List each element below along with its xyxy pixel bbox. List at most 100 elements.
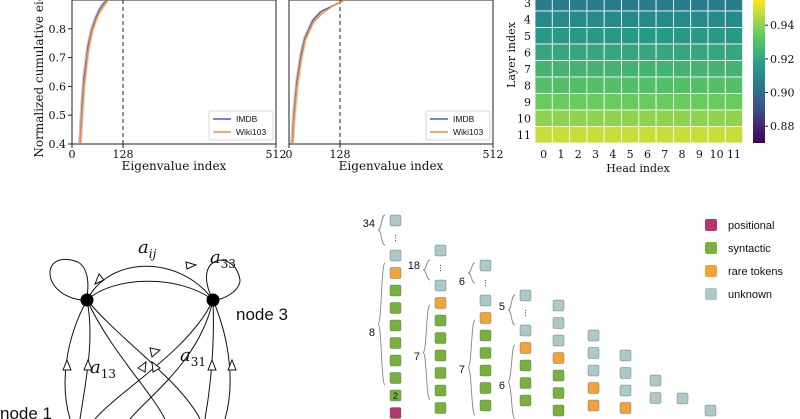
- heatmap-cell: [586, 0, 605, 12]
- heatmap-cell: [586, 10, 605, 28]
- token-square-col-5: [587, 347, 600, 359]
- heatmap-ytick: 6: [524, 46, 531, 59]
- y-tick-label: 0.8: [49, 23, 67, 36]
- heatmap-cell: [534, 60, 553, 78]
- edge-label-a31: a31: [180, 345, 206, 369]
- heatmap-cell: [707, 43, 726, 61]
- heatmap-cell: [707, 10, 726, 28]
- token-square-col-2: [479, 259, 492, 272]
- token-square-col-6: [619, 367, 632, 379]
- chart-1-legend: IMDB Wiki103: [208, 110, 274, 141]
- heatmap-cell: [638, 43, 657, 61]
- heatmap-cell: [690, 43, 709, 61]
- heatmap-cell: [569, 109, 588, 127]
- token-square-col-5: [587, 382, 600, 394]
- heatmap-cell: [707, 109, 726, 127]
- heatmap-xtick: 2: [575, 148, 582, 161]
- heatmap-cell: [672, 109, 692, 127]
- chart-1-frame: [71, 0, 277, 145]
- heatmap-cell: [534, 10, 553, 28]
- column-dots: ⋮: [392, 234, 400, 243]
- heatmap-cell: [724, 43, 744, 61]
- heatmap-cell: [655, 10, 674, 28]
- heatmap-cell: [672, 0, 692, 12]
- series-band-0: [290, 0, 347, 144]
- heatmap-cell: [551, 60, 570, 78]
- heatmap-cell: [534, 76, 553, 94]
- token-square-col-9: [704, 404, 717, 417]
- heatmap-cell: [724, 126, 744, 144]
- token-square-col-2: [479, 382, 492, 394]
- heatmap-cell: [655, 60, 674, 78]
- count-label: 7: [414, 351, 420, 363]
- heatmap-xtick: 8: [679, 148, 686, 161]
- token-square-col-0: [389, 319, 402, 332]
- heatmap-xtick: 7: [661, 148, 668, 161]
- token-square-col-3: [519, 324, 532, 337]
- heatmap-cell: [690, 109, 709, 127]
- heatmap-xtick: 6: [644, 148, 651, 161]
- token-square-col-7: [649, 392, 662, 404]
- heatmap-cell: [569, 27, 588, 45]
- heatmap-cell: [638, 60, 657, 78]
- count-label: 6: [459, 276, 465, 288]
- heatmap-xlabel: Head index: [606, 162, 670, 175]
- token-square-col-3: [519, 359, 532, 372]
- colorbar-tick-label: 0.94: [770, 19, 795, 32]
- eigen-charts: Normalized cumulative eige 0.4 0.5 0.6 0.7 0…: [32, 0, 504, 173]
- token-square-col-3: [519, 377, 532, 389]
- arrow-4: [151, 360, 161, 373]
- token-square-col-4: [552, 404, 565, 417]
- heatmap-cell: [690, 0, 709, 12]
- chart-2: 0 128 512 Eigenvalue index IMDB Wiki103: [286, 0, 504, 173]
- token-square-col-2: [479, 399, 492, 412]
- token-badge: 2: [393, 391, 398, 401]
- heatmap-cell: [534, 0, 553, 12]
- heatmap-cell: [621, 109, 640, 127]
- legend-rare-label: rare tokens: [728, 266, 784, 278]
- heatmap-cell: [672, 60, 692, 78]
- heatmap-cell: [638, 0, 657, 12]
- heatmap-cell: [569, 43, 588, 61]
- token-square-col-4: [552, 387, 565, 399]
- heatmap-cell: [707, 0, 726, 12]
- token-square-col-1: [434, 244, 447, 257]
- heatmap-cell: [638, 109, 657, 127]
- heatmap-ytick: 7: [524, 63, 531, 76]
- chart-2-xlabel: Eigenvalue index: [339, 159, 444, 173]
- heatmap-cell: [707, 60, 726, 78]
- heatmap-cell: [621, 0, 640, 12]
- heatmap-ytick: 11: [517, 129, 531, 142]
- legend-positional-label: positional: [728, 220, 774, 232]
- heatmap-cell: [724, 0, 744, 12]
- heatmap-cell: [551, 109, 570, 127]
- heatmap-cell: [551, 10, 570, 28]
- heatmap-cell: [569, 10, 588, 28]
- node-left: [80, 293, 94, 307]
- heatmap-cell: [534, 93, 553, 111]
- heatmap-cell: [603, 76, 622, 94]
- token-legend: positional syntactic rare tokens unknown: [705, 219, 784, 301]
- heatmap-cell: [655, 76, 674, 94]
- token-square-col-0: [389, 407, 402, 419]
- heatmap-cell: [724, 93, 744, 111]
- heatmap-ytick: 4: [524, 13, 531, 26]
- legend-unknown-swatch: [705, 288, 717, 300]
- heatmap-xtick: 0: [540, 148, 547, 161]
- heatmap-cell: [603, 10, 622, 28]
- heatmap-cell: [672, 10, 692, 28]
- heatmap-cell: [672, 43, 692, 61]
- self-loop-right: [206, 259, 241, 301]
- heatmap-ytick: 5: [524, 30, 531, 43]
- token-columns: ⋮ 2 ⋮ ⋮ ⋮ 34 18 6 5 8 7 7 6 positional syntactic ra…: [363, 214, 784, 419]
- heatmap-xtick: 9: [696, 148, 703, 161]
- heatmap-cell: [603, 109, 622, 127]
- count-label: 34: [363, 218, 375, 230]
- edge-cross-2: [86, 299, 166, 419]
- heatmap-cell: [569, 60, 588, 78]
- y-tick-label: 0.7: [49, 52, 67, 65]
- heatmap-cell: [569, 76, 588, 94]
- heatmap-xtick: 1: [557, 148, 564, 161]
- heatmap-cell: [551, 76, 570, 94]
